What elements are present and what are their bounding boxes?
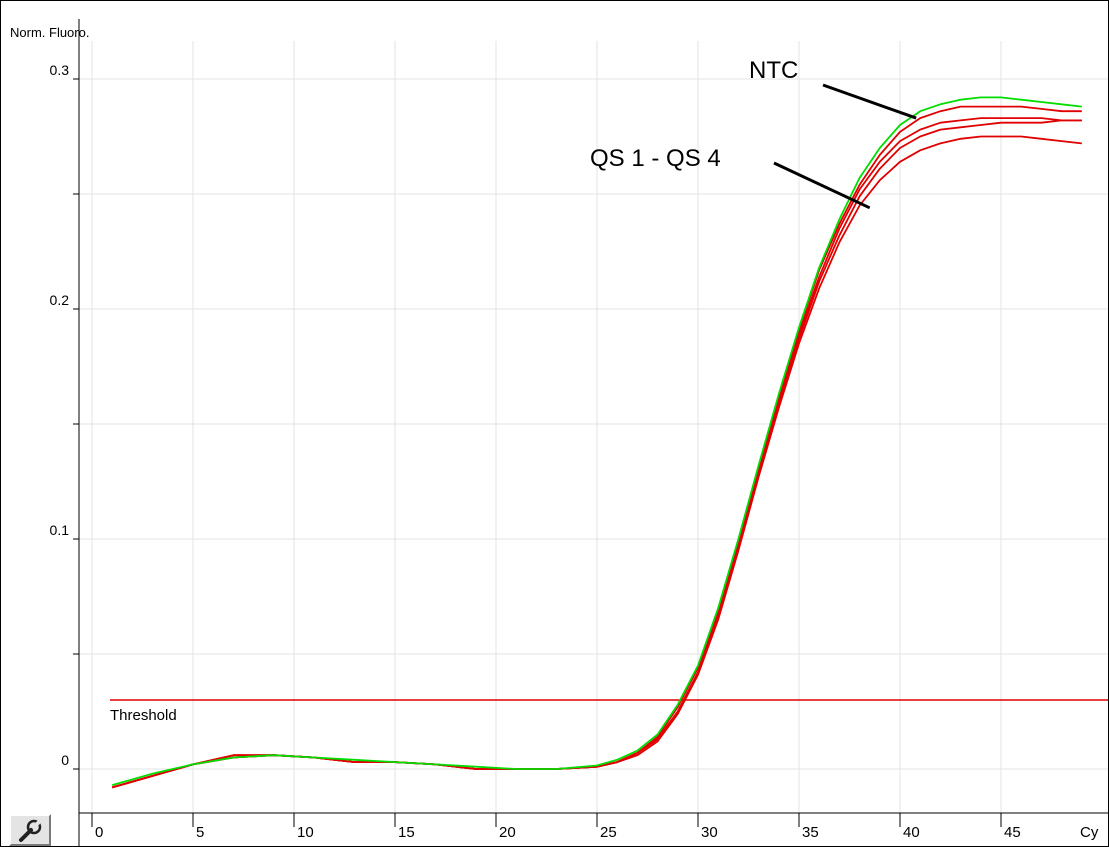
series-line-4	[111, 135, 1082, 789]
x-tick-label: 35	[802, 824, 819, 841]
wrench-icon	[19, 819, 42, 842]
x-tick-label: 0	[95, 824, 103, 841]
annotation-ntc: NTC	[749, 57, 798, 84]
y-tick-label: 0.2	[50, 292, 70, 308]
series-line-0	[111, 96, 1082, 786]
x-tick-label: 5	[196, 824, 204, 841]
annotation-ntc-pointer	[822, 83, 917, 120]
x-tick-label: 25	[600, 824, 617, 841]
x-tick-label: 30	[701, 824, 718, 841]
x-tick-label: 10	[297, 824, 314, 841]
annotation-qs-pointer	[773, 161, 871, 210]
y-tick-label: 0.3	[50, 62, 70, 78]
x-axis-title: Cy	[1080, 824, 1099, 841]
x-tick-label: 45	[1004, 824, 1021, 841]
x-tick-label: 20	[499, 824, 516, 841]
x-tick-label: 40	[903, 824, 920, 841]
y-tick-label: 0.1	[50, 522, 70, 538]
y-tick-label: 0	[61, 752, 69, 768]
annotation-qs: QS 1 - QS 4	[590, 145, 721, 172]
x-tick-label: 15	[398, 824, 415, 841]
y-axis-title: Norm. Fluoro.	[10, 25, 89, 40]
threshold-label: Threshold	[110, 707, 177, 724]
settings-tool-button[interactable]	[9, 814, 51, 846]
